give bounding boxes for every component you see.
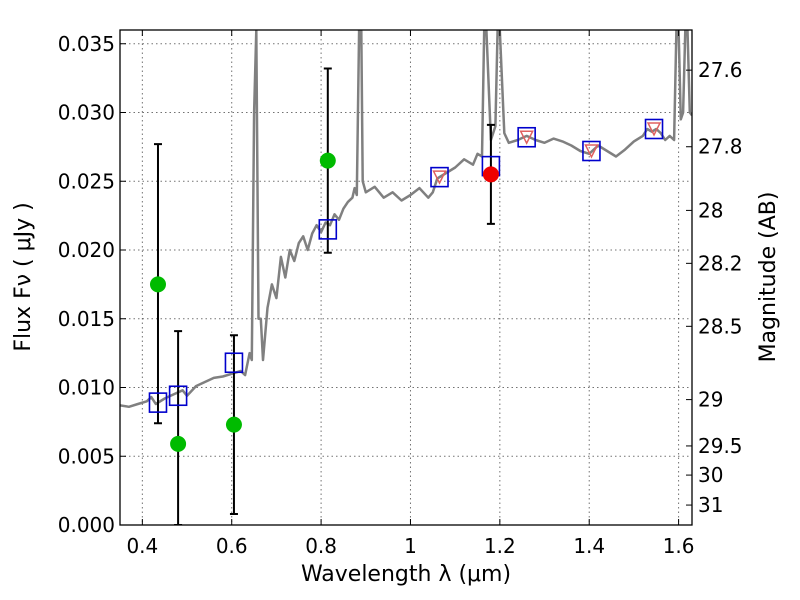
tick-layer: 0.4 0.6 0.8 1 1.2 1.4 1.6 0.000 0.005 0.010 0.015 0…: [58, 30, 743, 558]
y2-axis-title: Magnitude (AB): [756, 192, 781, 363]
x-axis-title: Wavelength λ (μm): [301, 562, 511, 587]
observed-point-red: [482, 166, 499, 183]
grid-layer: [120, 30, 692, 526]
y-axis-title: Flux Fν ( μJy ): [11, 202, 36, 351]
y2-tick-label: 29.5: [698, 434, 743, 458]
spectrum-layer: [120, 30, 692, 409]
model-photometry-square: [168, 385, 188, 407]
upper-limit-triangle: [519, 130, 534, 145]
y2-tick-label: 29: [698, 388, 723, 412]
y2-tick-label: 31: [698, 493, 723, 517]
x-tick-label: 1.4: [573, 534, 605, 558]
y-tick-label: 0.020: [58, 238, 115, 262]
y2-tick-label: 27.6: [698, 58, 743, 82]
x-tick-label: 0.6: [216, 534, 248, 558]
observed-point-green: [319, 152, 336, 169]
model-photometry-square: [224, 352, 244, 374]
y-tick-label: 0.010: [58, 376, 115, 400]
upper-limit-triangle: [432, 170, 447, 185]
y-tick-label: 0.025: [58, 169, 115, 193]
y-tick-label: 0.005: [58, 444, 115, 468]
y-tick-label: 0.035: [58, 32, 115, 56]
model-photometry-square: [148, 392, 168, 413]
errorbar-layer: [153, 67, 495, 525]
model-photometry-square: [430, 166, 449, 188]
model-photometry-square: [318, 219, 338, 240]
upper-limit-triangle: [646, 122, 662, 137]
marker-layer: [148, 118, 664, 452]
plot-frame: [119, 29, 693, 526]
y-tick-label: 0.000: [58, 513, 115, 537]
y-tick-label: 0.015: [58, 307, 115, 331]
model-photometry-square: [582, 140, 601, 162]
y-tick-label: 0.030: [58, 101, 115, 125]
x-tick-label: 0.4: [126, 534, 158, 558]
x-tick-label: 0.8: [305, 534, 337, 558]
observed-point-green: [225, 416, 242, 433]
model-photometry-square: [517, 126, 536, 148]
upper-limit-triangle: [584, 144, 599, 159]
observed-point-green: [149, 276, 166, 293]
model-photometry-square: [644, 118, 664, 140]
spectrum-line: [120, 30, 692, 409]
x-tick-label: 1: [404, 534, 417, 558]
x-tick-label: 1.2: [484, 534, 516, 558]
x-tick-label: 1.6: [663, 534, 695, 558]
y2-tick-label: 28: [698, 198, 723, 222]
observed-point-green: [170, 435, 187, 452]
y2-tick-label: 28.5: [698, 314, 743, 338]
y2-tick-label: 27.8: [698, 135, 743, 159]
y2-tick-label: 28.2: [698, 251, 743, 275]
y2-tick-label: 30: [698, 463, 723, 487]
